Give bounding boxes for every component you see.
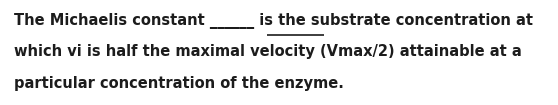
Text: which vi is half the maximal velocity (Vmax/2) attainable at a: which vi is half the maximal velocity (V…	[14, 44, 522, 59]
Text: particular concentration of the enzyme.: particular concentration of the enzyme.	[14, 76, 344, 91]
Text: The Michaelis constant ______: The Michaelis constant ______	[14, 13, 254, 29]
Text: The Michaelis constant: The Michaelis constant	[14, 13, 210, 28]
Text: The Michaelis constant ______ is the substrate concentration at: The Michaelis constant ______ is the sub…	[14, 13, 533, 29]
